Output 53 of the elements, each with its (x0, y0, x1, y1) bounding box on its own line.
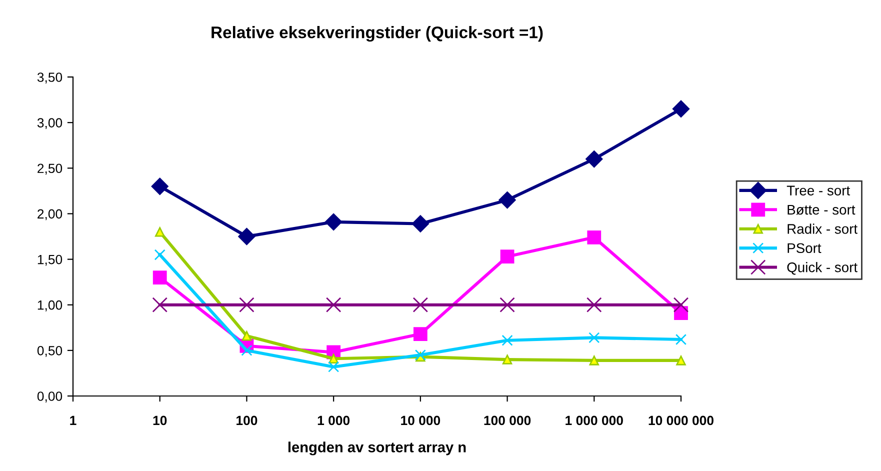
point (412, 215, 429, 232)
point (589, 356, 600, 366)
point (413, 327, 428, 341)
point (152, 270, 167, 284)
y-tick-label: 3,50 (37, 72, 62, 84)
point (502, 354, 512, 364)
y-tick-label: 1,00 (38, 300, 62, 312)
point (587, 230, 602, 244)
legend-label: PSort (788, 243, 822, 254)
x-tick-label: 100 000 (484, 416, 531, 426)
y-tick-label: 2,00 (38, 209, 62, 220)
point (328, 361, 340, 372)
legend-label: Tree - sort (786, 186, 850, 196)
point (152, 297, 168, 312)
point (328, 354, 338, 364)
point (154, 227, 165, 237)
point (675, 334, 687, 346)
y-tick-label: 2,50 (38, 164, 62, 175)
point (241, 344, 252, 356)
point (500, 250, 514, 264)
point (672, 100, 690, 118)
x-tick-label: 1 000 000 (566, 416, 623, 426)
point (326, 297, 342, 312)
y-tick-label: 0,00 (37, 392, 62, 402)
x-tick-label: 1 (70, 416, 76, 426)
point (498, 191, 516, 209)
point (238, 228, 256, 246)
point (412, 297, 428, 312)
y-tick-label: 1,50 (38, 254, 62, 266)
point (154, 249, 166, 260)
legend-label: Bøtte - sort (788, 204, 856, 215)
x-tick-label: 1 000 (318, 416, 350, 426)
y-tick-label: 3,00 (37, 118, 62, 130)
x-tick-label: 10 (153, 416, 167, 426)
y-tick-label: 0,50 (37, 346, 62, 357)
point (673, 297, 689, 312)
legend-label: Quick - sort (787, 262, 858, 275)
point (151, 178, 168, 195)
point (586, 297, 602, 312)
legend-label: Radix - sort (788, 224, 858, 234)
point (325, 213, 342, 230)
x-tick-label: 10 000 (401, 416, 440, 426)
x-tick-label: 10 000 000 (648, 416, 714, 426)
point (588, 332, 600, 344)
point (239, 297, 254, 312)
chart-title: Relative eksekveringstider (Quick-sort =1) (212, 26, 543, 42)
x-tick-label: 100 (236, 416, 258, 426)
point (586, 150, 603, 168)
point (502, 334, 513, 346)
x-axis-title: lengden av sortert array n (288, 442, 466, 456)
point (500, 297, 515, 312)
point (242, 330, 252, 341)
point (676, 356, 686, 366)
